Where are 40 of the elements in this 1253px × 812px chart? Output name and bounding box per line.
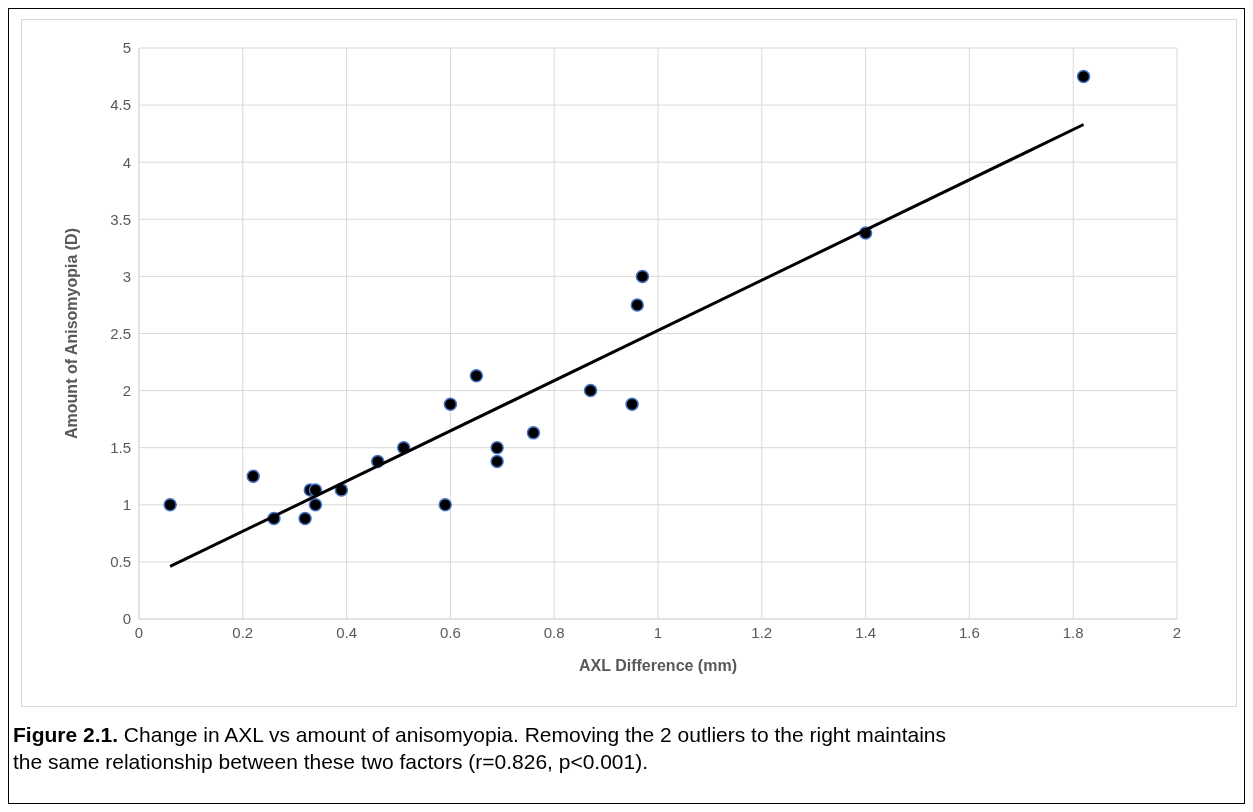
point	[469, 369, 484, 383]
x-tick-label: 0.2	[232, 623, 254, 641]
y-tick-label: 0.5	[110, 553, 131, 571]
point	[630, 298, 644, 312]
point	[163, 498, 177, 512]
x-tick-label: 0	[134, 623, 144, 641]
point	[635, 269, 650, 284]
y-tick-label: 3	[122, 267, 131, 285]
y-tick-label: 2.5	[110, 324, 131, 342]
point	[490, 454, 504, 469]
x-axis-title: AXL Difference (mm)	[579, 657, 737, 674]
x-tick-label: 0.8	[543, 623, 565, 641]
x-tick-label: 1.2	[751, 623, 773, 641]
x-tick-label: 1.4	[855, 623, 877, 641]
x-tick-label: 0.4	[336, 623, 358, 641]
y-tick-label: 2	[122, 381, 131, 399]
point	[298, 511, 312, 526]
x-tick-label: 0.6	[439, 623, 461, 641]
point	[583, 383, 598, 398]
y-tick-label: 0	[122, 610, 131, 628]
x-tick-label: 2	[1172, 623, 1182, 641]
x-tick-label: 1	[653, 623, 663, 641]
point	[308, 498, 323, 512]
y-tick-label: 1.5	[110, 439, 131, 457]
point	[526, 426, 541, 440]
caption: Figure 2.1. Change in AXL vs amount of anisomyopia. Removing the 2 outliers to the right maintains the same relationship between these two factors (r=0.826, p<0.001).	[13, 723, 947, 773]
y-axis-title: Amount of Anisomyopia (D)	[62, 228, 80, 439]
y-tick-label: 1	[122, 496, 131, 514]
x-tick-label: 1.6	[958, 623, 980, 641]
y-tick-label: 4.5	[110, 96, 131, 114]
point	[1076, 69, 1091, 84]
point	[246, 469, 260, 483]
point	[443, 397, 458, 412]
x-tick-label: 1.8	[1062, 623, 1084, 641]
point	[490, 440, 504, 455]
y-tick-label: 5	[122, 39, 131, 57]
point	[625, 397, 639, 412]
y-tick-label: 4	[122, 153, 131, 171]
point	[438, 498, 452, 512]
y-tick-label: 3.5	[110, 210, 131, 228]
